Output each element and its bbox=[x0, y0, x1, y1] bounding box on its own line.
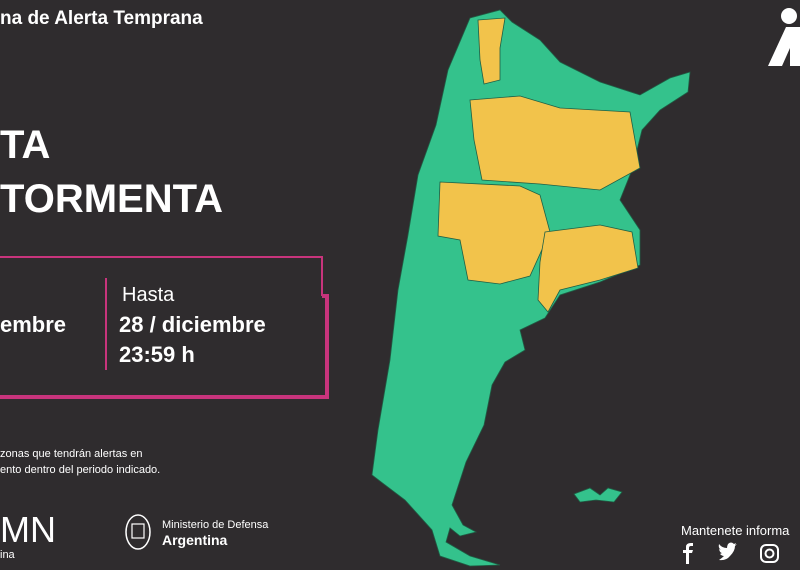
alert-line2: TORMENTA bbox=[0, 177, 223, 221]
smn-logo: MN bbox=[0, 509, 56, 550]
note-line1: zonas que tendrán alertas en bbox=[0, 448, 143, 460]
period-to-time: 23:59 h bbox=[119, 342, 195, 367]
ministry-emblem bbox=[125, 514, 151, 550]
map-yellow-center bbox=[437, 181, 551, 285]
argentina-map bbox=[371, 9, 691, 567]
twitter-icon[interactable] bbox=[718, 542, 737, 561]
map-falklands bbox=[573, 487, 623, 503]
brand-logo bbox=[768, 8, 800, 66]
period-frame bbox=[0, 256, 329, 399]
alert-line1: TA bbox=[0, 123, 50, 167]
header-title: na de Alerta Temprana bbox=[0, 8, 203, 29]
ministry-name: Ministerio de Defensa bbox=[162, 519, 269, 531]
period-to-date: 28 / diciembre bbox=[119, 312, 266, 337]
map-yellow-east bbox=[537, 224, 639, 313]
ministry-country: Argentina bbox=[162, 532, 228, 548]
instagram-icon[interactable] bbox=[760, 544, 779, 563]
social-icons bbox=[683, 542, 779, 564]
note-line2: ento dentro del periodo indicado. bbox=[0, 464, 160, 476]
smn-sub: ina bbox=[0, 549, 16, 561]
facebook-icon[interactable] bbox=[683, 543, 693, 564]
map-yellow-strip bbox=[477, 17, 506, 85]
social-text: Mantenete informa bbox=[681, 523, 790, 538]
period-from: embre bbox=[0, 312, 66, 337]
period-to-label: Hasta bbox=[122, 284, 175, 306]
map-yellow-north bbox=[469, 95, 641, 191]
